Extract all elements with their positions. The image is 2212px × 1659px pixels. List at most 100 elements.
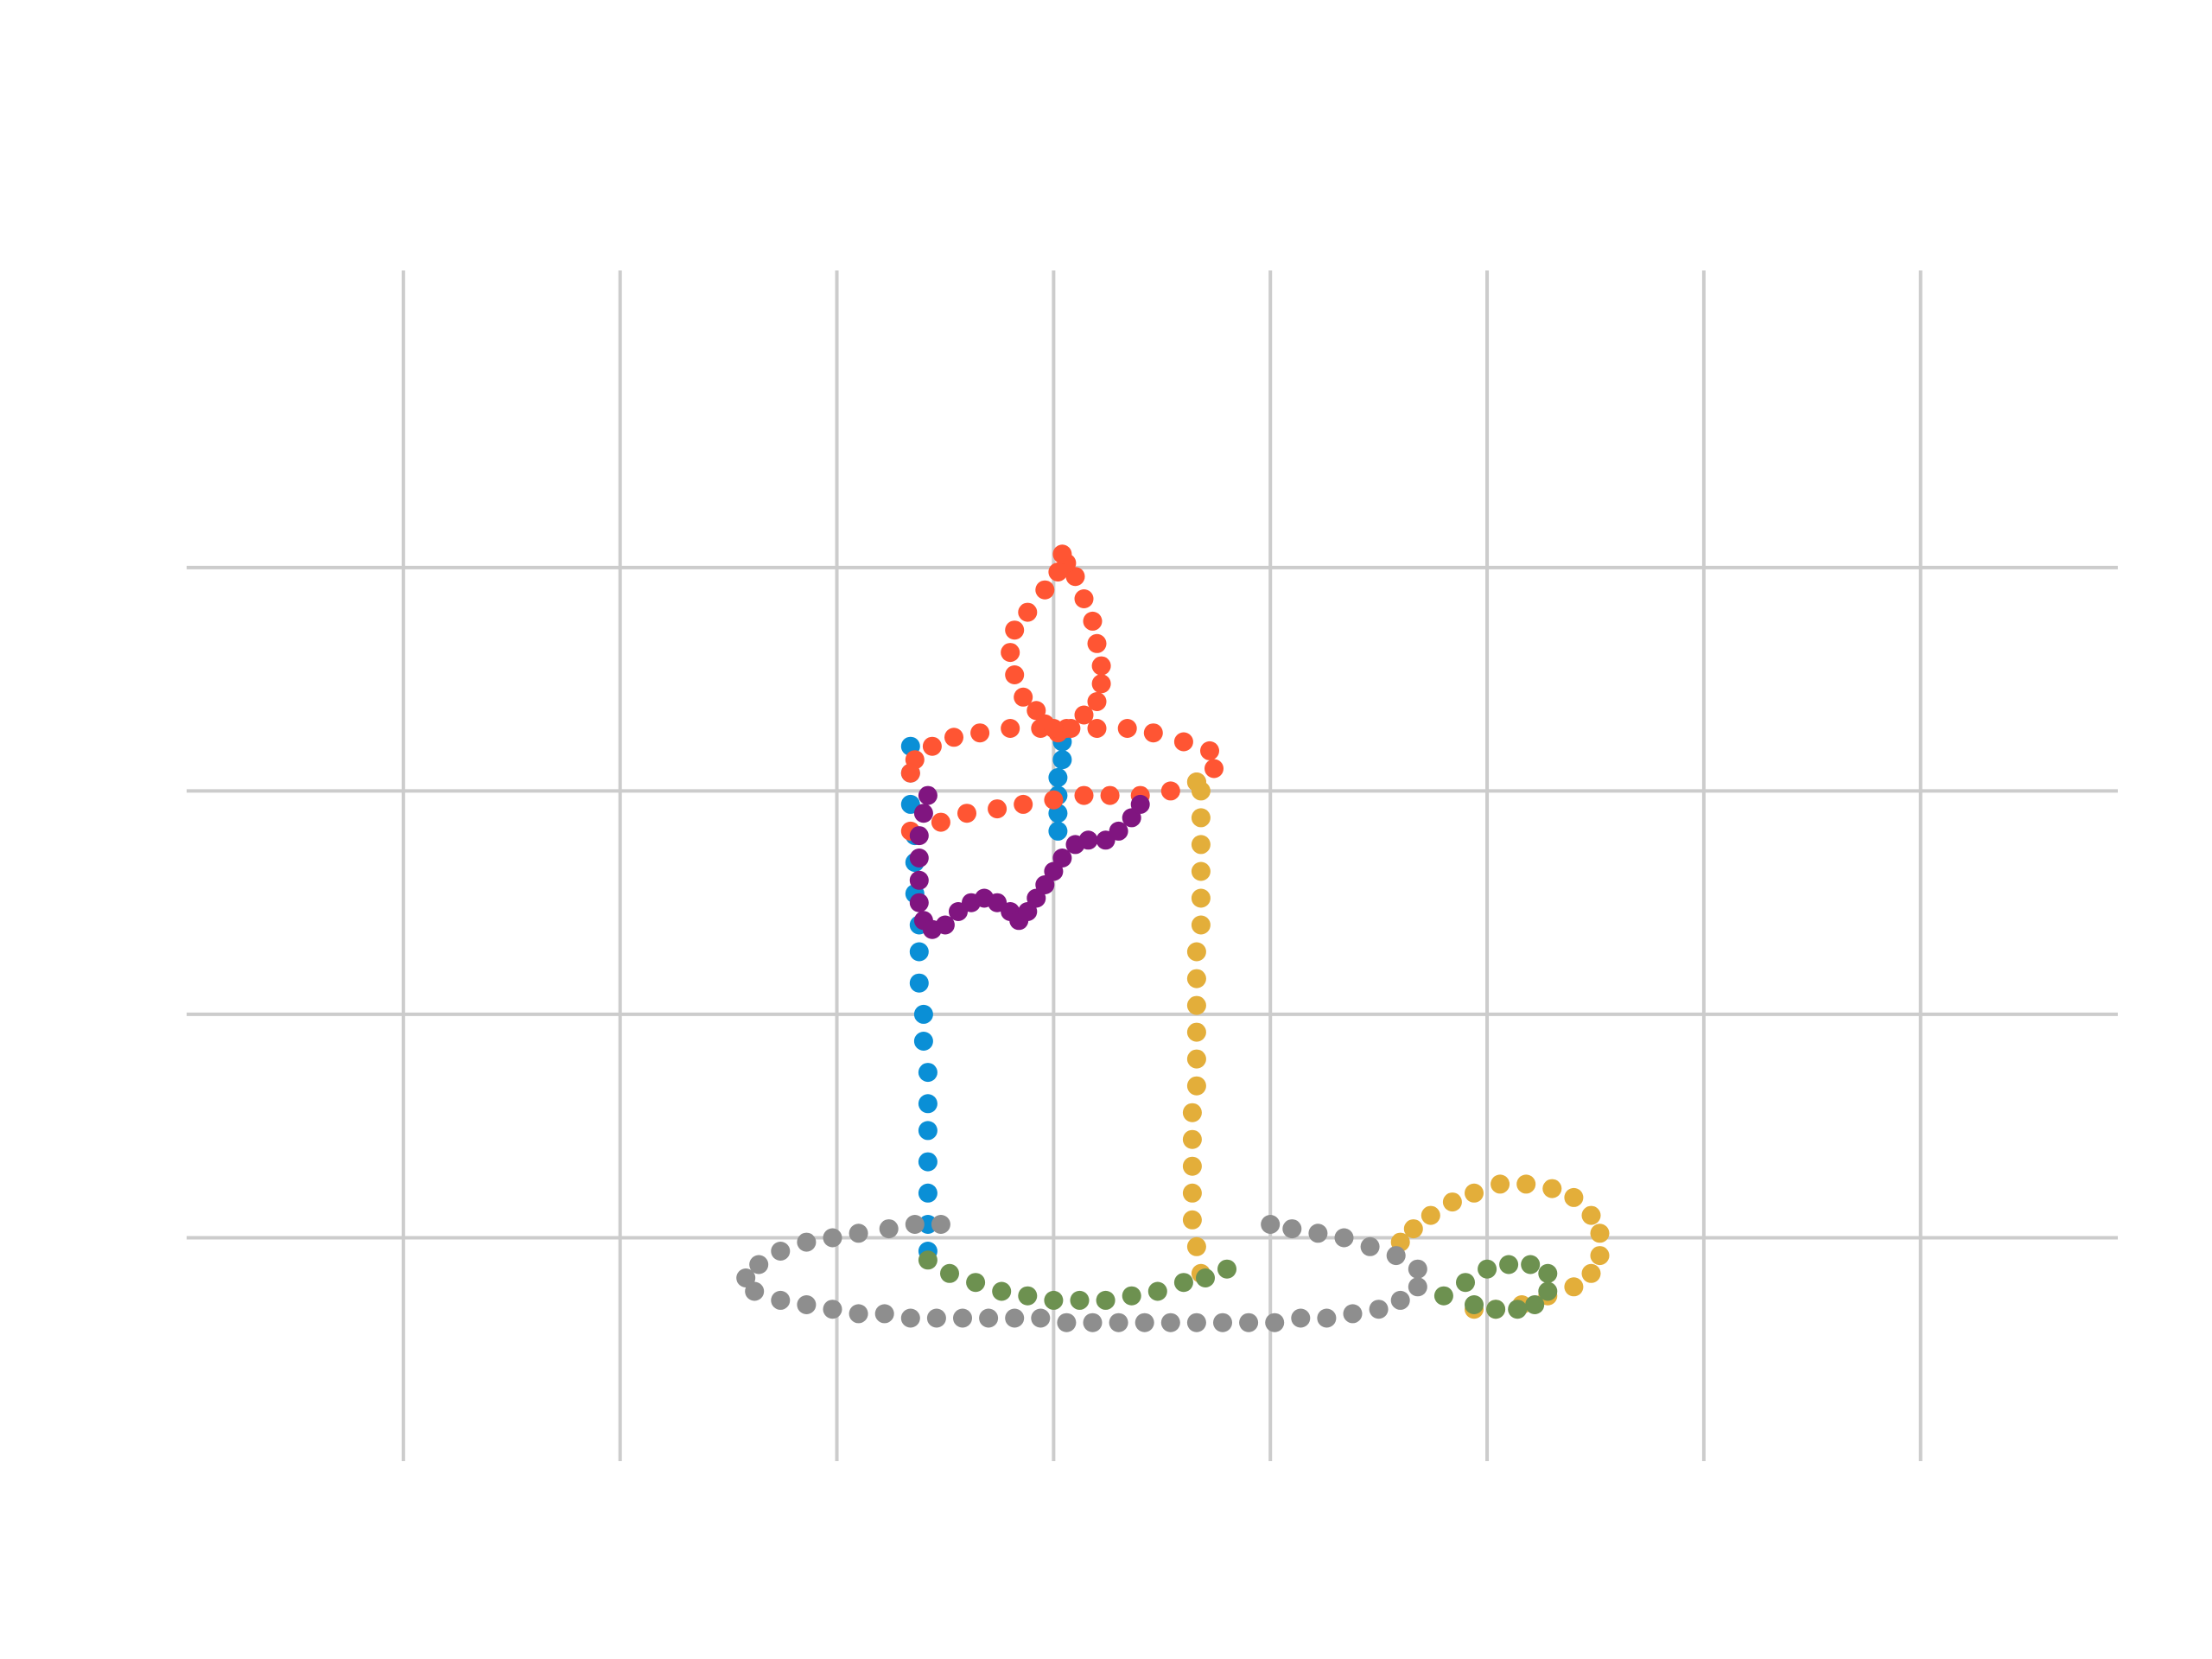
data-point xyxy=(1200,741,1219,760)
data-point xyxy=(1057,1313,1077,1332)
data-point xyxy=(1421,1205,1440,1225)
data-point xyxy=(1100,785,1120,805)
data-point xyxy=(913,804,933,823)
series-1 xyxy=(900,544,1224,841)
data-point xyxy=(1486,1300,1506,1319)
plot-area xyxy=(736,544,1610,1332)
data-point xyxy=(849,1304,868,1324)
data-point xyxy=(1564,1187,1584,1207)
data-point xyxy=(1403,1219,1423,1239)
data-point xyxy=(1317,1308,1337,1328)
data-point xyxy=(797,1295,817,1314)
data-point xyxy=(918,1183,938,1203)
data-point xyxy=(1343,1304,1363,1324)
data-point xyxy=(1261,1215,1281,1234)
data-point xyxy=(749,1255,769,1274)
data-point xyxy=(1239,1313,1259,1332)
data-point xyxy=(918,1094,938,1114)
data-point xyxy=(909,973,929,993)
data-point xyxy=(905,1215,925,1234)
data-point xyxy=(918,1063,938,1083)
data-point xyxy=(1205,759,1224,779)
data-point xyxy=(1109,821,1128,841)
data-point xyxy=(1282,1219,1302,1239)
data-point xyxy=(1173,1273,1193,1293)
data-point xyxy=(771,1290,791,1310)
data-point xyxy=(1191,835,1211,855)
data-point xyxy=(918,1250,938,1270)
data-point xyxy=(1334,1228,1354,1248)
data-point xyxy=(1191,915,1211,935)
data-point xyxy=(1408,1277,1427,1297)
data-point xyxy=(1196,1268,1215,1287)
data-point xyxy=(1291,1308,1311,1328)
data-point xyxy=(979,1308,999,1328)
data-point xyxy=(900,1308,920,1328)
data-point xyxy=(1191,808,1211,828)
data-point xyxy=(1499,1255,1519,1274)
data-point xyxy=(1186,1313,1206,1332)
data-point xyxy=(1191,888,1211,908)
data-point xyxy=(1083,1313,1103,1332)
data-point xyxy=(988,799,1007,819)
data-point xyxy=(1160,1313,1180,1332)
data-point xyxy=(1390,1290,1410,1310)
data-point xyxy=(1044,790,1064,810)
data-point xyxy=(1018,602,1038,622)
data-point xyxy=(922,736,942,756)
data-point xyxy=(909,942,929,962)
data-point xyxy=(771,1242,791,1261)
data-point xyxy=(1018,1286,1038,1306)
data-point xyxy=(1048,821,1068,841)
data-point xyxy=(1117,719,1137,738)
data-point xyxy=(918,1121,938,1141)
data-point xyxy=(1186,772,1206,791)
data-point xyxy=(970,723,990,743)
data-point xyxy=(1160,781,1180,801)
data-point xyxy=(1087,692,1107,711)
data-point xyxy=(1014,794,1033,814)
data-point xyxy=(931,1215,950,1234)
data-point xyxy=(1186,1076,1206,1096)
data-point xyxy=(1005,1308,1025,1328)
data-point xyxy=(797,1232,817,1252)
data-point xyxy=(1525,1295,1545,1314)
data-point xyxy=(1465,1295,1484,1314)
data-point xyxy=(1031,1308,1051,1328)
data-point xyxy=(1182,1210,1202,1230)
data-point xyxy=(1087,719,1107,738)
data-point xyxy=(953,1308,972,1328)
data-point xyxy=(1147,1281,1167,1301)
data-point xyxy=(1109,1313,1128,1332)
data-point xyxy=(1065,567,1085,587)
data-point xyxy=(1048,563,1068,582)
data-point xyxy=(909,826,929,846)
data-point xyxy=(1433,1286,1453,1306)
data-point xyxy=(1191,861,1211,881)
data-point xyxy=(1564,1277,1584,1297)
data-point xyxy=(1143,723,1163,743)
data-point xyxy=(1078,830,1098,850)
data-point xyxy=(1096,1290,1116,1310)
data-point xyxy=(1408,1259,1427,1279)
series-4 xyxy=(918,1250,1558,1319)
data-point xyxy=(1456,1273,1475,1293)
data-point xyxy=(849,1224,868,1243)
data-point xyxy=(1465,1183,1484,1203)
data-point xyxy=(1182,1103,1202,1122)
data-point xyxy=(1182,1156,1202,1176)
data-point xyxy=(1186,1236,1206,1256)
series-5 xyxy=(736,1215,1427,1332)
data-point xyxy=(992,1281,1012,1301)
data-point xyxy=(1135,1313,1154,1332)
data-point xyxy=(909,893,929,912)
data-point xyxy=(1360,1236,1380,1256)
data-point xyxy=(874,1304,894,1324)
data-point xyxy=(1213,1313,1232,1332)
data-point xyxy=(1005,665,1025,684)
data-point xyxy=(1386,1246,1406,1266)
data-point xyxy=(1590,1224,1610,1243)
data-point xyxy=(1478,1259,1497,1279)
